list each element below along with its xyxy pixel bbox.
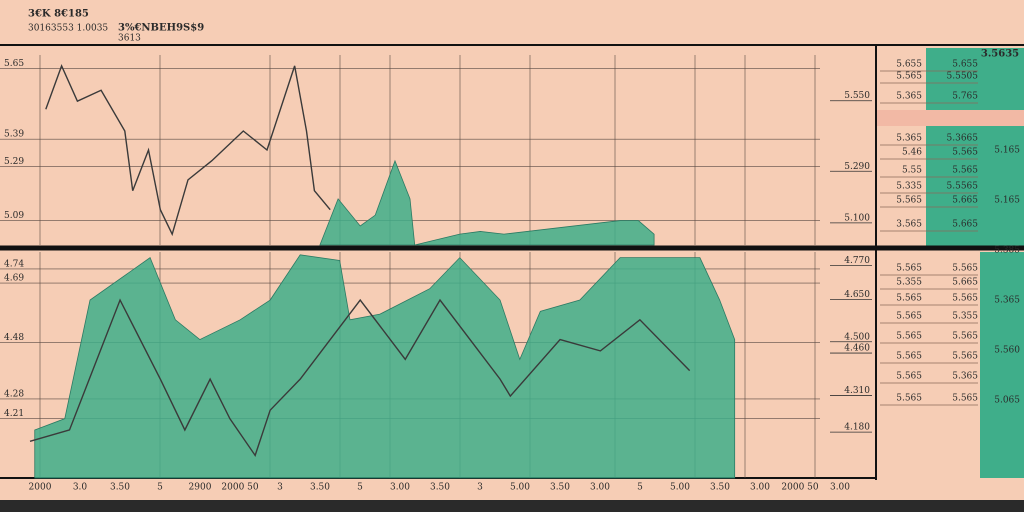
table-cell: 5.565 bbox=[952, 352, 978, 362]
x-label: 3.50 bbox=[710, 483, 730, 493]
area bbox=[34, 254, 736, 479]
table-cell: 5.5565 bbox=[947, 182, 979, 192]
table-cell: 5.3665 bbox=[947, 134, 979, 144]
y-tick-label: 4.28 bbox=[4, 389, 24, 399]
side-label: 5.165 bbox=[994, 196, 1020, 206]
table-cell: 5.565 bbox=[896, 372, 922, 382]
table-cell: 5.765 bbox=[952, 92, 978, 102]
x-label: 2900 bbox=[189, 483, 212, 493]
table-cell: 5.565 bbox=[952, 148, 978, 158]
x-label: 3 bbox=[277, 483, 283, 493]
x-label: 3.50 bbox=[430, 483, 450, 493]
subtitle: 30163553 1.0035 bbox=[28, 24, 108, 34]
x-label: 3.50 bbox=[110, 483, 130, 493]
side-column bbox=[980, 252, 1024, 478]
x-label: 5 bbox=[357, 483, 363, 493]
table-cell: 5.565 bbox=[896, 332, 922, 342]
y-tick-label: 4.74 bbox=[4, 259, 24, 269]
x-label: 3.00 bbox=[830, 483, 850, 493]
table-cell: 5.365 bbox=[952, 372, 978, 382]
title: 3€K 8€185 bbox=[28, 9, 89, 20]
table-cell: 5.665 bbox=[952, 196, 978, 206]
price-label: 4.650 bbox=[844, 290, 870, 300]
side-label: 5.165 bbox=[994, 146, 1020, 156]
table-cell: 5.665 bbox=[952, 220, 978, 230]
table-cell: 5.565 bbox=[896, 352, 922, 362]
side-column bbox=[926, 48, 1024, 248]
x-label: 3.00 bbox=[750, 483, 770, 493]
subtitle: 3613 bbox=[118, 34, 141, 44]
price-label: 4.500 bbox=[844, 332, 870, 342]
table-cell: 5.565 bbox=[896, 72, 922, 82]
table-cell: 5.655 bbox=[896, 60, 922, 70]
price-label: 4.310 bbox=[844, 386, 870, 396]
x-label: 5 bbox=[157, 483, 163, 493]
price-label: 5.550 bbox=[844, 91, 870, 101]
y-tick-label: 4.69 bbox=[4, 274, 24, 284]
y-tick-label: 4.21 bbox=[4, 409, 24, 419]
separator bbox=[876, 110, 1024, 126]
table-cell: 5.565 bbox=[896, 312, 922, 322]
table-cell: 5.46 bbox=[902, 148, 922, 158]
side-label: 5.065 bbox=[994, 396, 1020, 406]
table-cell: 5.365 bbox=[896, 92, 922, 102]
x-label: 5.00 bbox=[670, 483, 690, 493]
table-cell: 5.355 bbox=[952, 312, 978, 322]
x-label: 3.0 bbox=[73, 483, 88, 493]
table-cell: 5.565 bbox=[952, 166, 978, 176]
bottom-strip bbox=[0, 500, 1024, 512]
y-tick-label: 5.29 bbox=[4, 157, 24, 167]
x-label: 2000 50 bbox=[221, 483, 258, 493]
table-cell: 5.5505 bbox=[947, 72, 979, 82]
side-label: 5.560 bbox=[994, 346, 1020, 356]
table-cell: 5.565 bbox=[896, 264, 922, 274]
table-cell: 5.565 bbox=[896, 394, 922, 404]
table-cell: 5.565 bbox=[952, 294, 978, 304]
y-tick-label: 4.48 bbox=[4, 333, 24, 343]
table-cell: 5.565 bbox=[896, 294, 922, 304]
price-label: 4.770 bbox=[844, 256, 870, 266]
x-label: 3.50 bbox=[550, 483, 570, 493]
table-cell: 5.665 bbox=[952, 278, 978, 288]
table-cell: 5.565 bbox=[952, 394, 978, 404]
table-cell: 5.565 bbox=[952, 264, 978, 274]
y-tick-label: 5.09 bbox=[4, 211, 24, 221]
table-cell: 5.365 bbox=[896, 134, 922, 144]
y-tick-label: 5.65 bbox=[4, 59, 24, 69]
price-label: 5.290 bbox=[844, 162, 870, 172]
x-label: 5.00 bbox=[510, 483, 530, 493]
subtitle: 3%€NBEH9S$9 bbox=[118, 23, 204, 34]
price-label: 4.460 bbox=[844, 344, 870, 354]
table-header: 3.5635 bbox=[981, 49, 1019, 60]
side-label: 5.365 bbox=[994, 296, 1020, 306]
area bbox=[319, 159, 655, 246]
x-label: 2000 bbox=[29, 483, 52, 493]
table-cell: 5.335 bbox=[896, 182, 922, 192]
table-cell: 5.355 bbox=[896, 278, 922, 288]
x-label: 3.00 bbox=[390, 483, 410, 493]
side-label: 5.385 bbox=[994, 246, 1020, 256]
table-cell: 3.565 bbox=[896, 220, 922, 230]
x-label: 5 bbox=[637, 483, 643, 493]
price-label: 5.100 bbox=[844, 213, 870, 223]
x-label: 3.00 bbox=[590, 483, 610, 493]
table-cell: 5.565 bbox=[896, 196, 922, 206]
x-label: 3 bbox=[477, 483, 483, 493]
x-label: 3.50 bbox=[310, 483, 330, 493]
table-cell: 5.655 bbox=[952, 60, 978, 70]
table-cell: 5.565 bbox=[952, 332, 978, 342]
y-tick-label: 5.39 bbox=[4, 130, 24, 140]
table-cell: 5.55 bbox=[902, 166, 922, 176]
x-label: 2000 50 bbox=[781, 483, 818, 493]
price-line bbox=[29, 298, 691, 457]
price-line bbox=[45, 63, 331, 237]
price-label: 4.180 bbox=[844, 423, 870, 433]
